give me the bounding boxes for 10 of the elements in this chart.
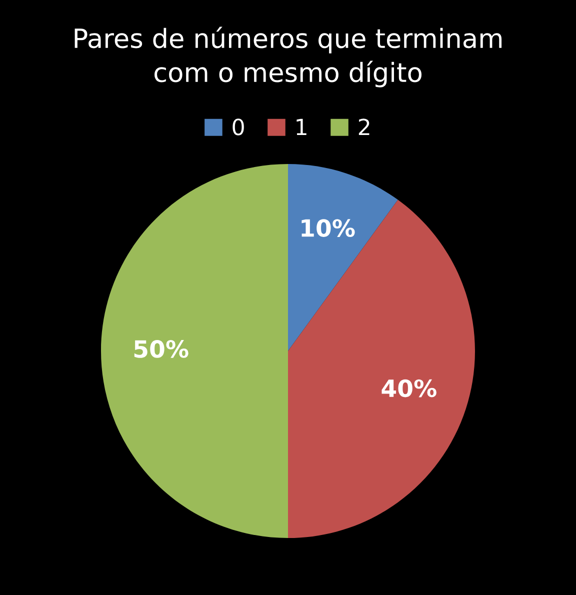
pie-slice: [288, 164, 398, 352]
data-label: 40%: [382, 379, 436, 398]
legend-label: 1: [296, 118, 306, 136]
pie-slice: [101, 164, 288, 538]
pie-slice: [288, 200, 475, 538]
chart-title: Pares de números que terminam com o mesmo dígito: [74, 26, 502, 88]
data-label: 50%: [134, 340, 188, 358]
legend-label: 0: [232, 118, 244, 136]
data-label: 10%: [302, 219, 355, 237]
legend-label: 2: [358, 118, 370, 136]
